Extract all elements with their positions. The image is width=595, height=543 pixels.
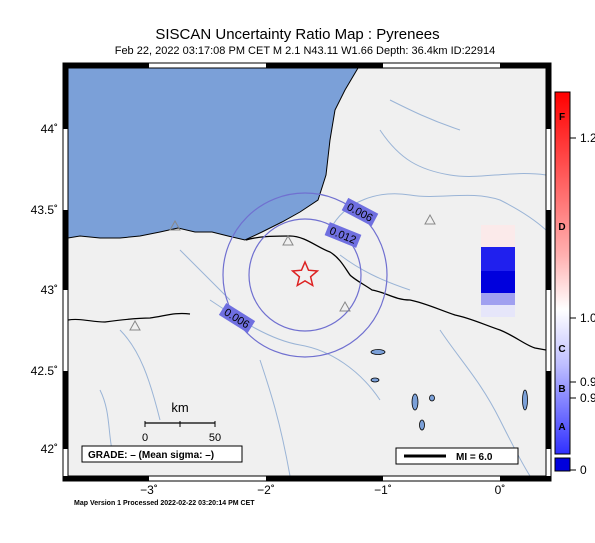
epicenter-star-icon xyxy=(290,260,320,288)
svg-text:0: 0 xyxy=(142,432,148,444)
svg-text:1.2: 1.2 xyxy=(580,131,595,145)
svg-text:GRADE: – (Mean sigma: –): GRADE: – (Mean sigma: –) xyxy=(88,450,214,461)
svg-text:0: 0 xyxy=(580,463,587,477)
contour-label-3: 0.006 xyxy=(218,303,256,333)
svg-text:−2˚: −2˚ xyxy=(257,483,275,497)
bay-of-biscay xyxy=(68,68,359,241)
svg-text:−1˚: −1˚ xyxy=(374,483,392,497)
ratio-grid-cells xyxy=(481,225,515,317)
mi-box: MI = 6.0 xyxy=(395,447,519,465)
svg-text:43.5˚: 43.5˚ xyxy=(31,203,58,217)
svg-text:50: 50 xyxy=(209,432,221,444)
svg-text:A: A xyxy=(558,422,565,433)
svg-text:0˚: 0˚ xyxy=(495,483,506,497)
svg-text:MI = 6.0: MI = 6.0 xyxy=(456,452,493,463)
latitude-labels: 44˚ 43.5˚ 43˚ 42.5˚ 42˚ xyxy=(31,122,58,456)
scale-bar: km 0 50 xyxy=(142,400,221,444)
svg-text:C: C xyxy=(558,344,565,355)
uncertainty-contours xyxy=(222,192,388,358)
svg-text:−3˚: −3˚ xyxy=(140,483,158,497)
svg-text:km: km xyxy=(171,400,188,415)
map-title: SISCAN Uncertainty Ratio Map : Pyrenees xyxy=(155,26,440,43)
colorbar: F D C B A 1.2 1.0 0.9 0.9 0 xyxy=(554,91,595,477)
processing-footer: Map Version 1 Processed 2022-02-22 03:20… xyxy=(74,500,255,507)
svg-text:43˚: 43˚ xyxy=(41,283,58,297)
water-bodies xyxy=(370,349,528,431)
station-triangle-icon xyxy=(129,213,436,331)
colorbar-values: 1.2 1.0 0.9 0.9 0 xyxy=(570,131,595,477)
border-line xyxy=(245,235,546,351)
svg-text:42.5˚: 42.5˚ xyxy=(31,364,58,378)
svg-text:0.9: 0.9 xyxy=(580,375,595,389)
svg-text:D: D xyxy=(558,222,565,233)
colorbar-grades: F D C B A xyxy=(558,112,565,433)
svg-text:42˚: 42˚ xyxy=(41,442,58,456)
svg-text:F: F xyxy=(559,112,565,123)
border-line-west xyxy=(68,312,191,323)
longitude-labels: −3˚ −2˚ −1˚ 0˚ xyxy=(140,483,505,497)
map-frame xyxy=(62,62,552,482)
svg-text:44˚: 44˚ xyxy=(41,122,58,136)
svg-text:0.9: 0.9 xyxy=(580,391,595,405)
map-subtitle: Feb 22, 2022 03:17:08 PM CET M 2.1 N43.1… xyxy=(114,45,496,57)
svg-text:B: B xyxy=(558,384,565,395)
svg-text:1.0: 1.0 xyxy=(580,311,595,325)
grade-box: GRADE: – (Mean sigma: –) xyxy=(81,445,243,463)
rivers xyxy=(99,99,546,476)
